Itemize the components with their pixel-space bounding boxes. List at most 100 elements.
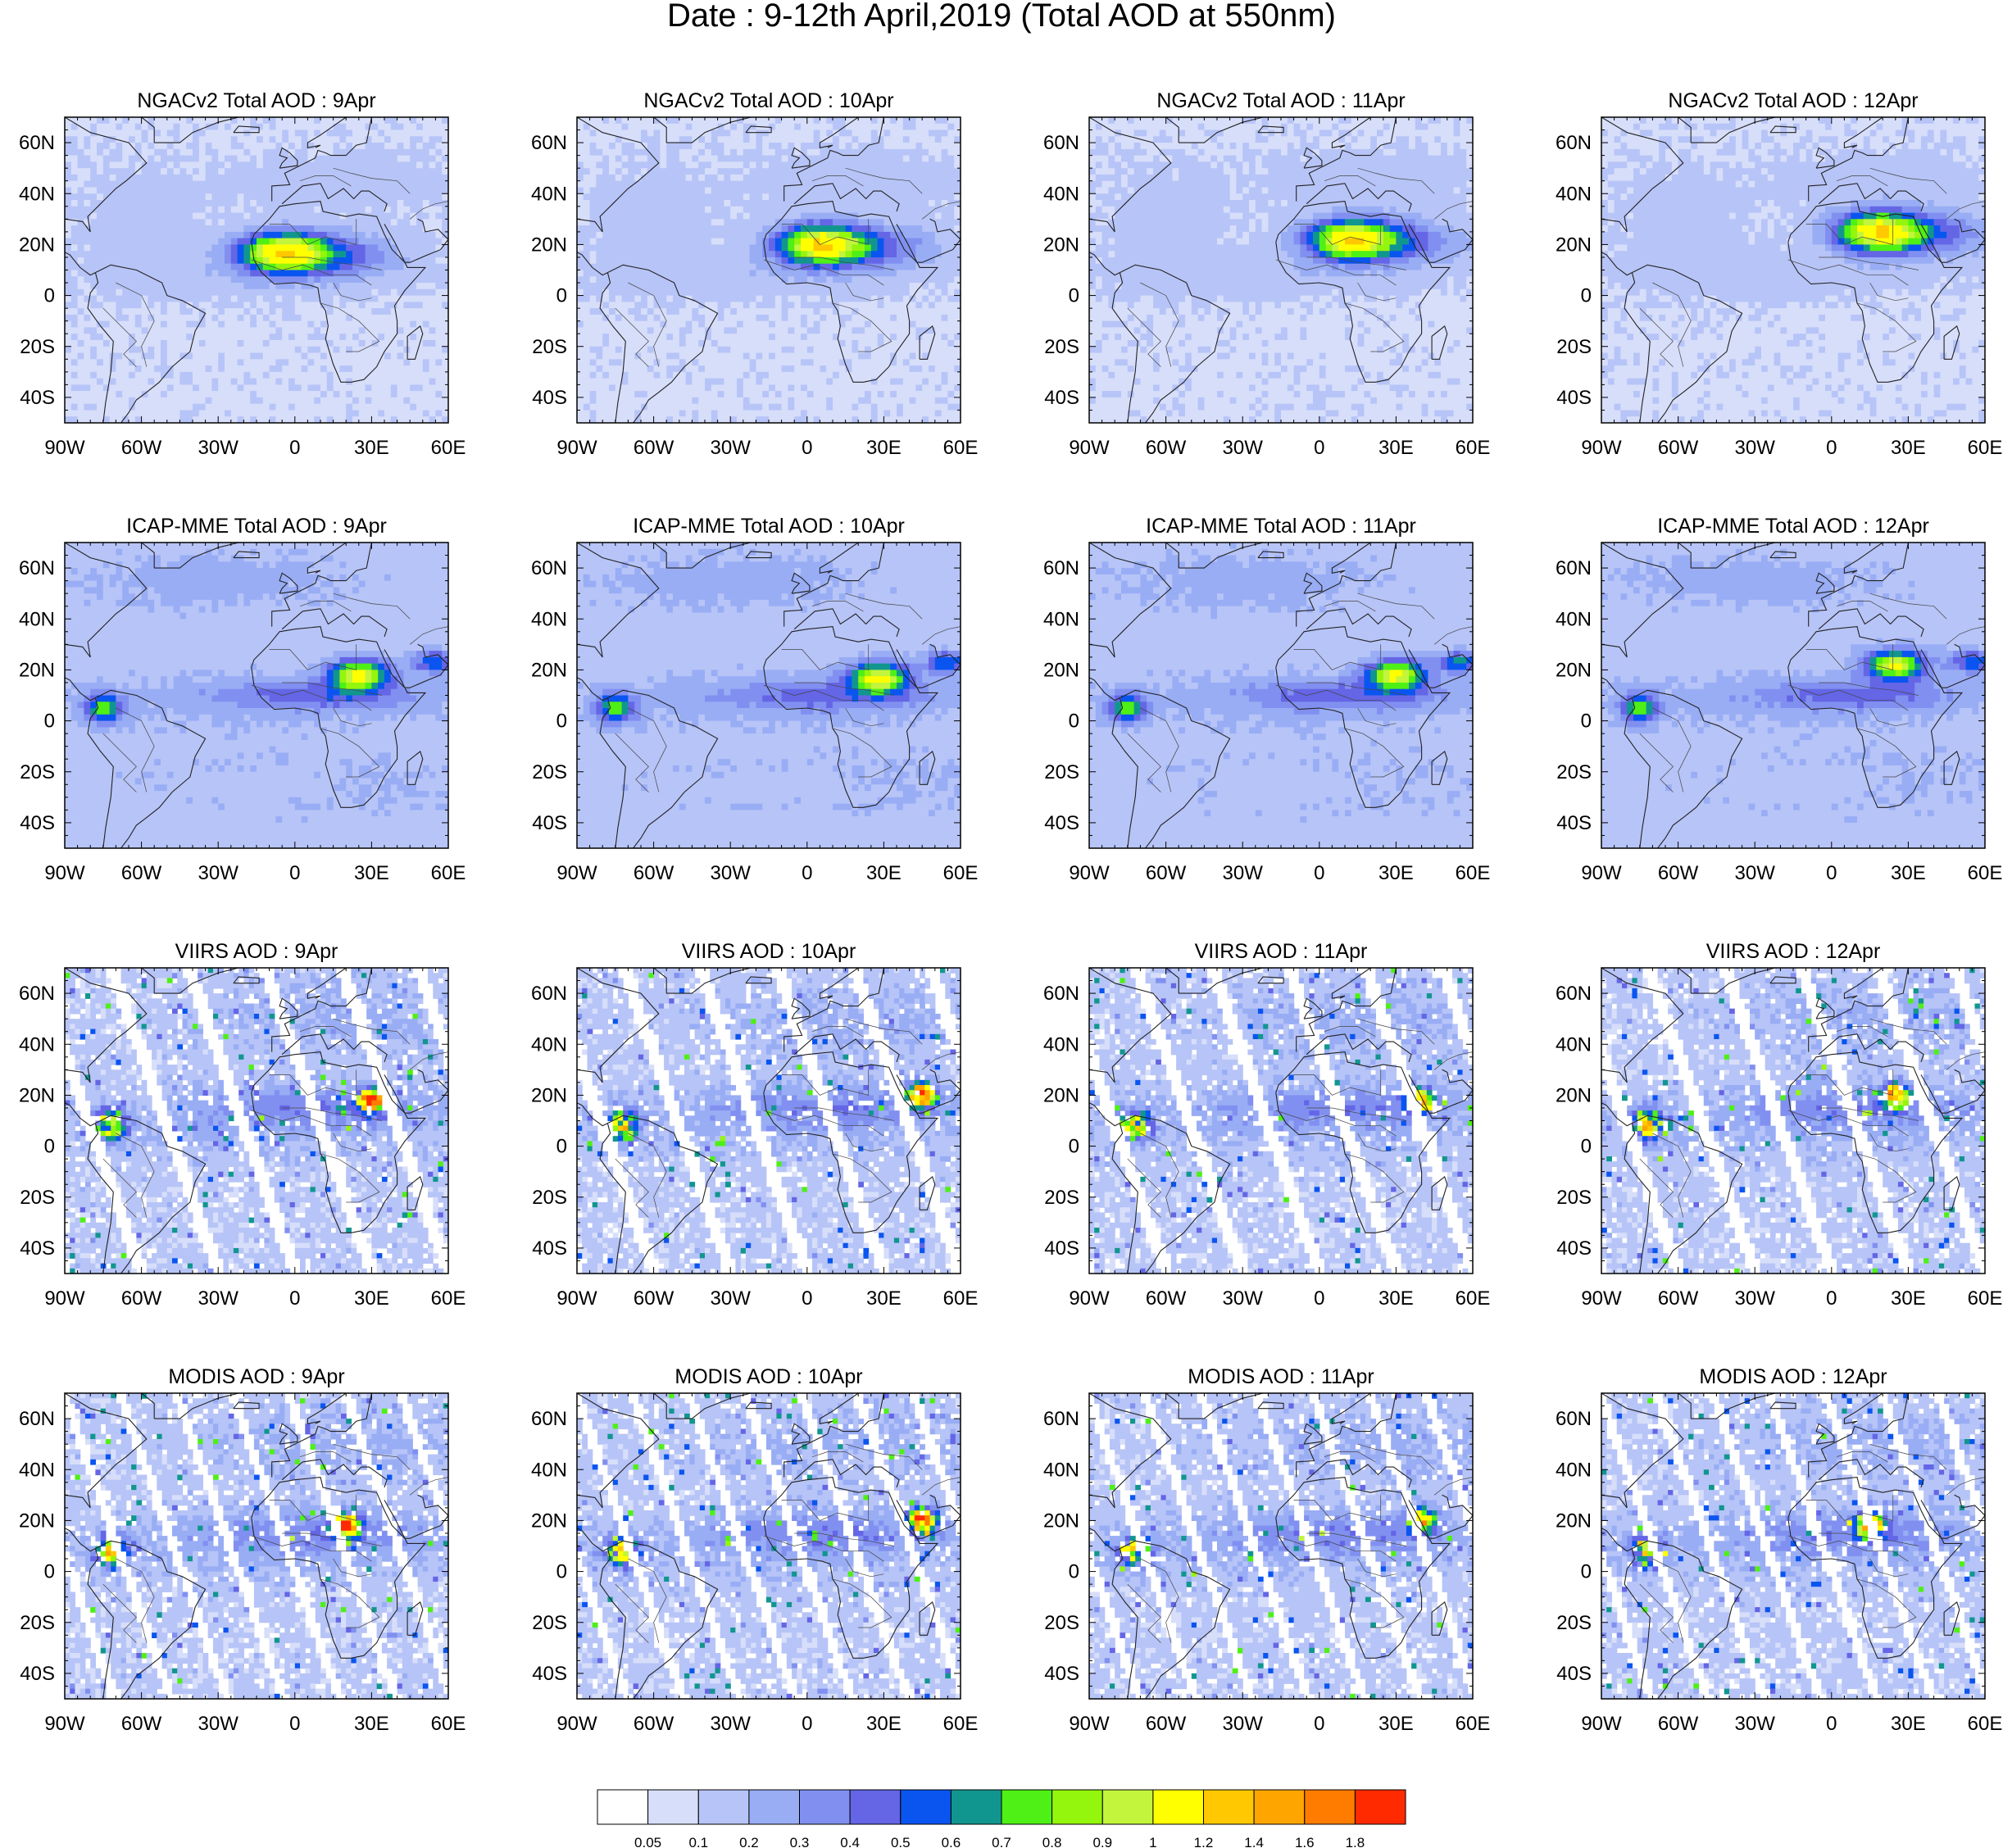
aod-cell: [237, 314, 244, 322]
aod-cell: [890, 251, 897, 258]
aod-cell: [941, 148, 948, 157]
aod-cell: [410, 314, 417, 322]
aod-cell: [225, 244, 232, 252]
aod-cell: [294, 384, 302, 392]
aod-cell: [384, 244, 392, 252]
aod-cell: [320, 231, 328, 239]
aod-cell: [641, 283, 648, 290]
aod-cell: [282, 143, 289, 150]
aod-cell: [403, 397, 411, 405]
aod-cell: [774, 257, 783, 265]
aod-cell: [865, 187, 872, 194]
aod-cell: [922, 155, 929, 162]
aod-cell: [186, 327, 193, 334]
aod-cell: [154, 193, 161, 201]
aod-cell: [915, 238, 923, 245]
aod-cell: [685, 283, 693, 290]
aod-cell: [692, 206, 699, 214]
aod-cell: [161, 136, 168, 143]
aod-cell: [769, 168, 776, 175]
aod-cell: [65, 308, 72, 316]
aod-cell: [205, 263, 212, 271]
aod-cell: [621, 129, 629, 137]
aod-cell: [870, 200, 879, 207]
aod-cell: [365, 334, 372, 341]
aod-cell: [641, 270, 648, 277]
aod-cell: [794, 212, 802, 220]
aod-cell: [705, 117, 712, 125]
aod-cell: [826, 308, 833, 316]
aod-cell: [65, 378, 72, 385]
aod-cell: [257, 308, 264, 316]
aod-cell: [692, 129, 699, 137]
aod-cell: [384, 168, 392, 175]
aod-cell: [390, 270, 398, 277]
aod-cell: [134, 276, 143, 284]
aod-cell: [583, 295, 591, 302]
aod-cell: [883, 200, 891, 207]
aod-cell: [288, 391, 296, 398]
aod-cell: [320, 302, 328, 309]
aod-cell: [243, 314, 251, 322]
aod-cell: [262, 384, 270, 392]
aod-cell: [724, 288, 731, 297]
aod-cell: [122, 295, 129, 302]
aod-cell: [257, 187, 264, 194]
aod-cell: [410, 391, 417, 398]
aod-cell: [237, 397, 244, 405]
aod-cell: [390, 403, 398, 411]
aod-cell: [947, 231, 955, 239]
aod-cell: [602, 314, 610, 322]
aod-cell: [97, 371, 104, 379]
aod-cell: [129, 212, 136, 220]
aod-cell: [378, 180, 385, 188]
aod-cell: [589, 231, 597, 239]
aod-cell: [653, 136, 661, 143]
aod-cell: [294, 206, 302, 214]
aod-cell: [583, 288, 591, 297]
aod-cell: [384, 403, 392, 411]
aod-cell: [275, 206, 283, 214]
aod-cell: [660, 302, 667, 309]
aod-cell: [410, 276, 417, 284]
aod-cell: [679, 155, 687, 162]
aod-cell: [826, 129, 833, 137]
aod-cell: [422, 161, 430, 169]
aod-cell: [609, 212, 616, 220]
aod-cell: [583, 225, 591, 233]
aod-cell: [410, 359, 417, 366]
aod-cell: [358, 308, 366, 316]
aod-cell: [673, 276, 680, 284]
aod-cell: [122, 155, 129, 162]
aod-cell: [634, 314, 642, 322]
aod-cell: [307, 359, 315, 366]
aod-cell: [307, 161, 315, 169]
aod-cell: [122, 200, 129, 207]
aod-cell: [166, 168, 175, 175]
aod-cell: [660, 238, 667, 245]
aod-cell: [609, 302, 616, 309]
aod-cell: [583, 276, 591, 284]
aod-cell: [218, 238, 225, 245]
aod-cell: [583, 148, 591, 157]
aod-cell: [205, 308, 212, 316]
aod-cell: [673, 251, 680, 258]
aod-cell: [154, 295, 161, 302]
aod-cell: [870, 155, 879, 162]
aod-cell: [947, 117, 955, 125]
aod-cell: [333, 346, 340, 354]
aod-cell: [909, 219, 916, 226]
aod-cell: [628, 276, 635, 284]
aod-cell: [416, 320, 424, 329]
aod-cell: [602, 263, 610, 271]
aod-cell: [749, 123, 756, 131]
aod-cell: [154, 276, 161, 284]
aod-cell: [211, 416, 219, 423]
aod-cell: [781, 295, 788, 302]
aod-cell: [193, 366, 200, 373]
aod-cell: [852, 302, 859, 309]
aod-cell: [685, 320, 693, 329]
aod-cell: [211, 270, 219, 277]
aod-cell: [339, 295, 347, 302]
aod-cell: [301, 378, 308, 385]
